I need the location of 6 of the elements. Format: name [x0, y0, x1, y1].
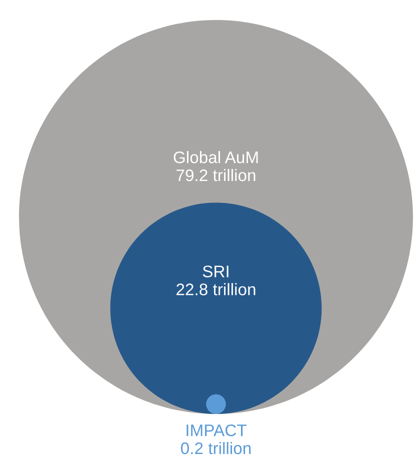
category-label: IMPACT [186, 424, 246, 436]
data-label: 79.2 trillion [176, 168, 256, 182]
category-label: SRI [202, 266, 228, 278]
category-label: Global AuM [174, 151, 258, 164]
data-label: 22.8 trillion [176, 283, 256, 296]
data-label: 0.2 trillion [180, 442, 251, 454]
